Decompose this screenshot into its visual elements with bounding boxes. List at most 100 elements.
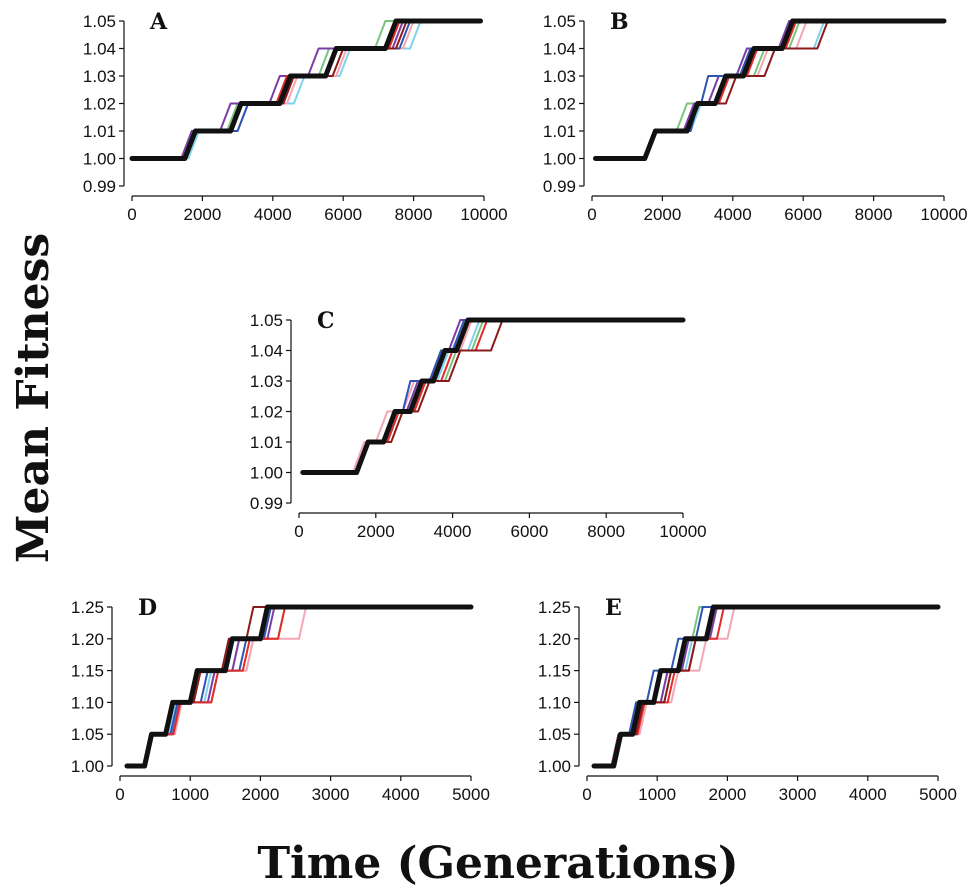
series-line-4 (593, 606, 939, 767)
series-line-5 (593, 606, 939, 767)
x-tick-label: 6000 (510, 522, 548, 541)
x-tick-label: 3000 (312, 785, 350, 804)
y-tick-label: 0.99 (543, 177, 576, 196)
panel-e: 1.00 1.05 1.10 1.15 1.20 1.25 0 1000 2000 3000 400… (538, 595, 957, 804)
x-tick-label: 1000 (171, 785, 209, 804)
y-tick-label: 1.03 (543, 67, 576, 86)
series-line-6 (594, 20, 945, 160)
x-tick-label: 2000 (183, 205, 221, 224)
y-tick-label: 1.05 (83, 12, 116, 31)
x-tick-label: 4000 (714, 205, 752, 224)
x-tick-label: 5000 (452, 785, 490, 804)
y-tick-label: 1.15 (538, 662, 571, 681)
y-tick-label: 1.02 (83, 95, 116, 114)
y-tick-label: 1.25 (538, 598, 571, 617)
y-tick-label: 1.00 (83, 150, 116, 169)
series-line-2 (594, 20, 945, 160)
y-tick-label: 1.03 (83, 67, 116, 86)
x-tick-label: 10000 (920, 205, 967, 224)
series-line-2 (593, 606, 939, 767)
series-line-4 (126, 606, 472, 767)
y-tick-label: 1.10 (71, 693, 104, 712)
y-tick-label: 1.05 (538, 725, 571, 744)
x-tick-label: 2000 (357, 522, 395, 541)
x-tick-label: 10000 (460, 205, 507, 224)
series-line-7 (301, 319, 684, 474)
x-tick-label: 0 (582, 785, 591, 804)
x-tick-label: 8000 (587, 522, 625, 541)
panel-a: 0.99 1.00 1.01 1.02 1.03 1.04 1.05 0 2000 4000 600… (83, 9, 508, 224)
series-line-8 (593, 18, 947, 161)
y-tick-label: 1.01 (250, 433, 283, 452)
x-tick-label: 1000 (638, 785, 676, 804)
panel-letter: C (317, 308, 335, 334)
series-line-1 (131, 20, 482, 160)
panels: 0.99 1.00 1.01 1.02 1.03 1.04 1.05 0 2000 4000 600… (71, 9, 967, 804)
y-tick-label: 1.00 (538, 757, 571, 776)
series-line-5 (594, 20, 945, 160)
y-tick-label: 1.02 (543, 95, 576, 114)
x-tick-label: 4000 (382, 785, 420, 804)
x-tick-label: 8000 (395, 205, 433, 224)
y-tick-label: 0.99 (250, 494, 283, 513)
panel-letter: D (138, 595, 157, 621)
y-tick-label: 1.00 (71, 757, 104, 776)
y-tick-label: 1.03 (250, 372, 283, 391)
series-line-5 (131, 20, 482, 160)
y-tick-label: 1.01 (83, 122, 116, 141)
y-tick-label: 1.20 (71, 630, 104, 649)
x-tick-label: 3000 (779, 785, 817, 804)
series-line-3 (131, 20, 482, 160)
series-line-7 (594, 20, 945, 160)
x-tick-label: 0 (587, 205, 596, 224)
series-line-2 (126, 606, 472, 767)
series-line-1 (126, 606, 472, 767)
series-line-3 (594, 20, 945, 160)
y-tick-label: 1.05 (250, 311, 283, 330)
series-line-3 (301, 319, 684, 474)
series-line-5 (126, 606, 472, 767)
y-tick-label: 1.00 (543, 150, 576, 169)
panel-letter: E (605, 595, 622, 621)
x-tick-label: 0 (115, 785, 124, 804)
y-tick-label: 1.02 (250, 403, 283, 422)
y-tick-label: 1.20 (538, 630, 571, 649)
series-line-8 (300, 317, 686, 475)
panel-b: 0.99 1.00 1.01 1.02 1.03 1.04 1.05 0 2000 4000 600… (543, 9, 967, 224)
series-line-7 (126, 606, 472, 767)
x-tick-label: 4000 (254, 205, 292, 224)
series-line-4 (594, 20, 945, 160)
y-tick-label: 1.01 (543, 122, 576, 141)
y-tick-label: 1.05 (543, 12, 576, 31)
y-tick-label: 1.00 (250, 464, 283, 483)
y-axis-title: Mean Fitness (8, 233, 59, 563)
series-line-6 (131, 20, 482, 160)
series-line-7 (593, 606, 939, 767)
x-tick-label: 10000 (659, 522, 706, 541)
panel-letter: A (149, 9, 168, 35)
series-line-1 (593, 606, 939, 767)
x-tick-label: 0 (294, 522, 303, 541)
x-tick-label: 0 (127, 205, 136, 224)
series-line-3 (126, 606, 472, 767)
y-tick-label: 1.04 (83, 40, 116, 59)
x-tick-label: 6000 (784, 205, 822, 224)
x-tick-label: 2000 (708, 785, 746, 804)
y-tick-label: 1.15 (71, 662, 104, 681)
series-line-2 (131, 20, 482, 160)
panel-d: 1.00 1.05 1.10 1.15 1.20 1.25 0 1000 2000 3000 400… (71, 595, 490, 804)
x-tick-label: 5000 (919, 785, 957, 804)
y-tick-label: 1.25 (71, 598, 104, 617)
x-tick-label: 8000 (855, 205, 893, 224)
series-line-4 (131, 20, 482, 160)
series-line-8 (129, 18, 483, 161)
y-tick-label: 0.99 (83, 177, 116, 196)
x-tick-label: 2000 (241, 785, 279, 804)
y-tick-label: 1.04 (543, 40, 576, 59)
series-line-6 (126, 606, 472, 767)
series-line-7 (131, 20, 482, 160)
panel-c: 0.99 1.00 1.01 1.02 1.03 1.04 1.05 0 2000 4000 600… (250, 308, 707, 541)
series-line-3 (593, 606, 939, 767)
y-tick-label: 1.05 (71, 725, 104, 744)
